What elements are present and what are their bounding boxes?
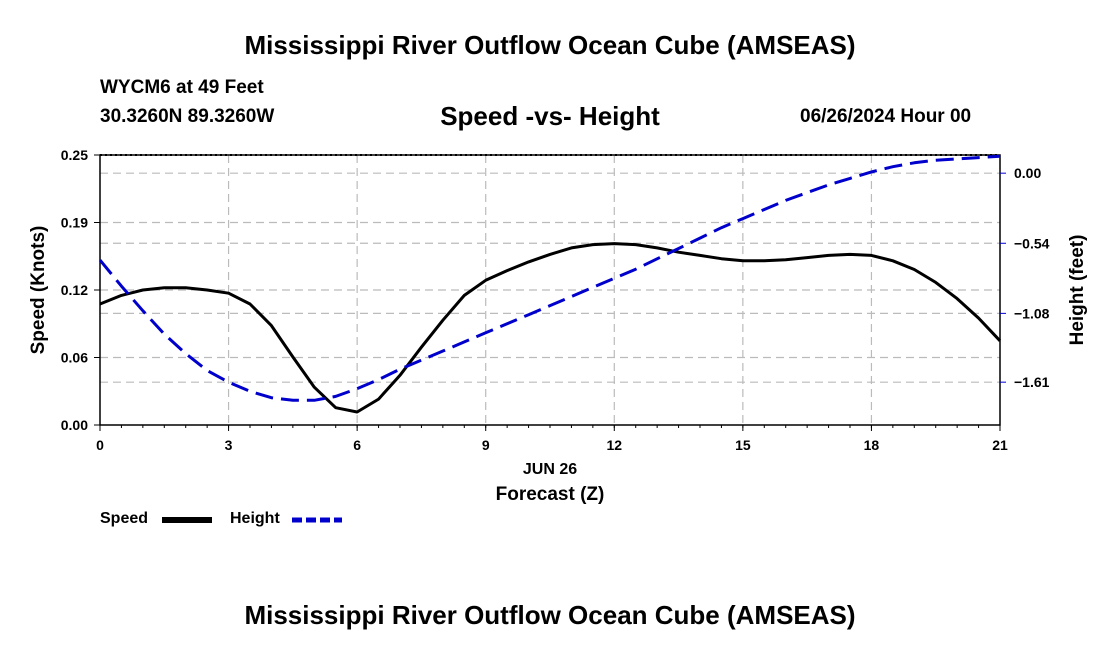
x-tick-label: 6 bbox=[353, 437, 361, 453]
series-line-speed bbox=[99, 242, 1002, 414]
speed-height-chart: 0 3 6 9 12 15 18 21 0.00 0.06 0.12 0.19 0.25 0.00 −0.5… bbox=[28, 147, 1088, 523]
axis-tick-labels: 0 3 6 9 12 15 18 21 0.00 0.06 0.12 0.19 0.25 0.00 −0.5… bbox=[61, 147, 1050, 453]
y-axis-left-title: Speed (Knots) bbox=[28, 226, 49, 355]
y-left-tick-label: 0.06 bbox=[61, 350, 88, 366]
x-axis-title: Forecast (Z) bbox=[496, 484, 605, 505]
y-axis-right-title: Height (feet) bbox=[1067, 235, 1088, 346]
legend-speed-label: Speed bbox=[100, 510, 149, 527]
y-right-tick-label: −1.08 bbox=[1014, 305, 1050, 321]
chart-title: Mississippi River Outflow Ocean Cube (AM… bbox=[244, 30, 856, 60]
x-axis-date-label: JUN 26 bbox=[523, 461, 577, 478]
x-tick-label: 9 bbox=[482, 437, 490, 453]
y-left-tick-label: 0.19 bbox=[61, 215, 88, 231]
x-tick-label: 3 bbox=[225, 437, 233, 453]
y-left-tick-label: 0.12 bbox=[61, 282, 88, 298]
x-tick-label: 15 bbox=[735, 437, 751, 453]
y-left-tick-label: 0.25 bbox=[61, 147, 88, 163]
station-label: WYCM6 at 49 Feet bbox=[100, 77, 264, 98]
series bbox=[98, 154, 1002, 414]
footer-title: Mississippi River Outflow Ocean Cube (AM… bbox=[244, 600, 856, 630]
x-tick-label: 18 bbox=[864, 437, 880, 453]
axis-ticks bbox=[94, 154, 1006, 431]
series-line-height bbox=[98, 154, 1001, 402]
grid bbox=[100, 155, 1000, 425]
y-right-tick-label: −1.61 bbox=[1014, 374, 1050, 390]
y-left-tick-label: 0.00 bbox=[61, 417, 88, 433]
coordinates-label: 30.3260N 89.3260W bbox=[100, 106, 275, 127]
legend-height-label: Height bbox=[230, 510, 280, 527]
x-tick-label: 0 bbox=[96, 437, 104, 453]
y-right-tick-label: −0.54 bbox=[1014, 235, 1050, 251]
y-right-tick-label: 0.00 bbox=[1014, 165, 1041, 181]
x-tick-label: 12 bbox=[606, 437, 622, 453]
forecast-datetime: 06/26/2024 Hour 00 bbox=[800, 106, 972, 127]
x-tick-label: 21 bbox=[992, 437, 1008, 453]
chart-subtitle: Speed -vs- Height bbox=[440, 101, 660, 131]
